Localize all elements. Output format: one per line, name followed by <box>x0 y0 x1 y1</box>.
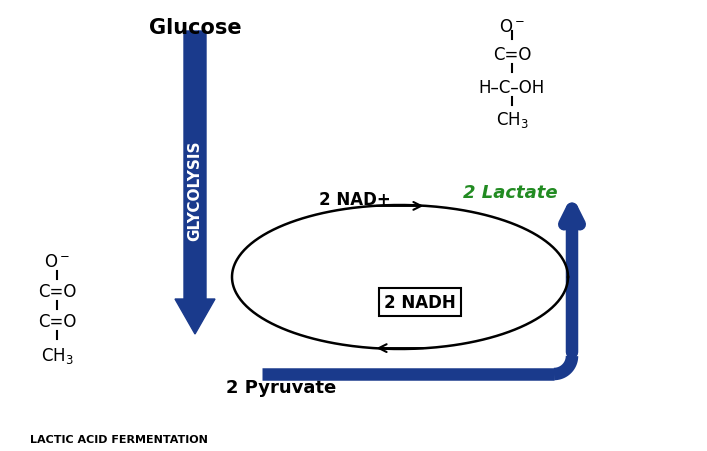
Text: O$^-$: O$^-$ <box>499 18 525 36</box>
Text: H–C–OH: H–C–OH <box>479 79 545 97</box>
Text: 2 NADH: 2 NADH <box>384 293 456 311</box>
Text: LACTIC ACID FERMENTATION: LACTIC ACID FERMENTATION <box>30 434 208 444</box>
Text: CH$_3$: CH$_3$ <box>496 110 528 130</box>
Text: C=O: C=O <box>493 46 531 64</box>
Text: CH$_3$: CH$_3$ <box>40 345 74 365</box>
Text: GLYCOLYSIS: GLYCOLYSIS <box>187 140 202 241</box>
Text: O$^-$: O$^-$ <box>44 253 70 271</box>
Text: C=O: C=O <box>37 282 76 300</box>
Text: C=O: C=O <box>37 312 76 330</box>
FancyArrow shape <box>175 32 215 334</box>
Text: 2 Pyruvate: 2 Pyruvate <box>226 378 337 396</box>
Text: 2 Lactate: 2 Lactate <box>462 184 557 202</box>
Text: Glucose: Glucose <box>148 18 241 38</box>
Text: 2 NAD+: 2 NAD+ <box>319 191 391 208</box>
